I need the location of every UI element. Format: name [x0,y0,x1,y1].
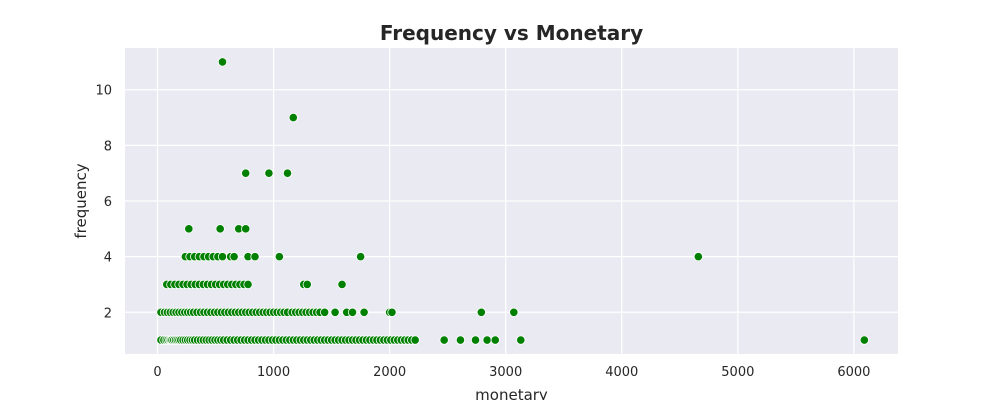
data-point [282,168,293,178]
data-point [215,224,225,234]
data-point [264,168,274,178]
x-tick-label: 4000 [605,365,638,380]
x-tick-label: 0 [153,365,161,380]
data-point [516,335,526,345]
data-point [250,252,260,262]
x-tick-label: 3000 [489,365,522,380]
data-point [229,252,239,262]
y-tick-label: 10 [95,84,112,99]
data-point [337,279,347,290]
y-axis-ticks: 2 4 6 8 10 [95,84,112,322]
data-point [476,307,486,317]
data-point [410,335,420,345]
data-point [439,335,449,345]
y-axis-label: frequency [72,163,90,238]
data-point [184,224,194,234]
chart-title: Frequency vs Monetary [380,21,643,45]
x-axis-label: monetary [475,386,548,400]
data-point [243,279,253,290]
y-tick-label: 4 [104,251,112,266]
data-point [859,335,869,345]
data-point [490,335,500,345]
x-tick-label: 5000 [721,365,754,380]
x-axis-ticks: 0 1000 2000 3000 4000 5000 6000 [153,365,870,380]
data-point [241,168,251,178]
data-point [509,307,519,317]
data-point [302,279,312,290]
data-point [359,307,369,317]
data-point [387,307,397,317]
data-point [330,307,340,317]
data-point [693,252,703,262]
y-tick-label: 2 [104,306,112,321]
x-tick-label: 6000 [837,365,870,380]
y-tick-label: 8 [104,139,112,154]
x-tick-label: 2000 [373,365,406,380]
data-points [156,57,869,345]
data-point [241,224,251,234]
x-tick-label: 1000 [257,365,290,380]
data-point [455,335,466,345]
y-tick-label: 6 [104,195,112,210]
data-point [347,307,358,317]
data-point [274,252,284,262]
data-point [470,335,481,345]
data-point [482,335,492,345]
data-point [217,57,228,67]
data-point [288,112,298,123]
data-point [320,307,330,317]
data-point [356,252,366,262]
data-point [217,252,228,262]
